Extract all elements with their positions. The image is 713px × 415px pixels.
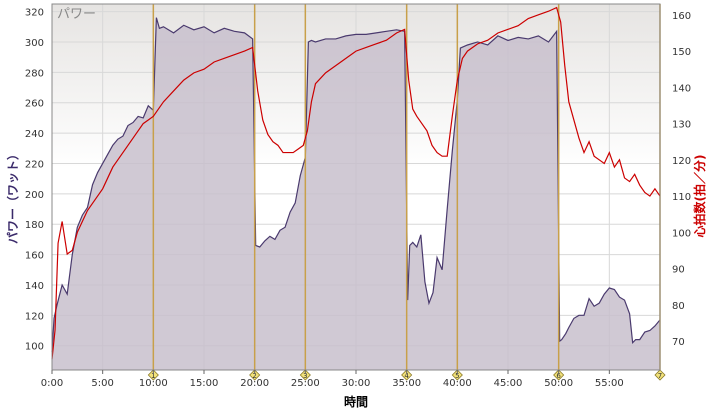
x-tick-label: 50:00 [544, 378, 573, 389]
lap-marker-badge[interactable] [553, 369, 565, 381]
x-tick-label: 5:00 [91, 378, 113, 389]
right-tick-label: 70 [672, 337, 685, 348]
lap-marker-label: 1 [151, 372, 155, 380]
left-tick-label: 180 [25, 220, 44, 231]
left-tick-label: 300 [25, 38, 44, 49]
x-tick-label: 15:00 [190, 378, 219, 389]
left-tick-label: 200 [25, 190, 44, 201]
left-axis-ticks: 100 120 140 160 180 200 220 240 260 280 300 320 [25, 8, 44, 353]
lap-marker-label: 5 [455, 372, 459, 380]
right-tick-label: 160 [672, 11, 691, 22]
heart-rate-series [51, 6, 661, 360]
left-tick-label: 280 [25, 68, 44, 79]
x-tick-label: 35:00 [392, 378, 421, 389]
right-tick-label: 100 [672, 228, 691, 239]
x-axis-ticks: 0:00 5:00 10:00 15:00 20:00 25:00 30:00 35:00 40… [41, 370, 624, 389]
left-tick-label: 320 [25, 8, 44, 19]
power-series [51, 17, 661, 370]
right-tick-label: 140 [672, 83, 691, 94]
heart-rate-line [51, 6, 661, 360]
lap-marker-badge[interactable] [147, 369, 159, 381]
lap-marker-badge[interactable] [299, 369, 311, 381]
power-area [52, 17, 660, 370]
left-axis-title: パワー（ワット） [5, 148, 20, 244]
lap-marker-badge[interactable] [451, 369, 463, 381]
right-tick-label: 90 [672, 265, 685, 276]
right-tick-label: 130 [672, 120, 691, 131]
left-tick-label: 260 [25, 99, 44, 110]
left-tick-label: 160 [25, 251, 44, 262]
left-tick-label: 120 [25, 311, 44, 322]
right-tick-label: 120 [672, 156, 691, 167]
lap-marker-badge[interactable] [249, 369, 261, 381]
lap-marker-label: 3 [303, 372, 307, 380]
right-tick-label: 150 [672, 47, 691, 58]
lap-marker-label: 2 [252, 372, 256, 380]
lap-marker-label: 4 [404, 372, 409, 380]
lap-marker-badge[interactable] [654, 369, 666, 381]
x-tick-label: 20:00 [240, 378, 269, 389]
lap-marker-label: 7 [658, 372, 662, 380]
right-axis-title: 心拍数(拍／分) [692, 155, 707, 238]
right-tick-label: 80 [672, 301, 685, 312]
x-tick-label: 0:00 [41, 378, 63, 389]
lap-marker-badge[interactable] [401, 369, 413, 381]
left-tick-label: 220 [25, 159, 44, 170]
power-line [51, 17, 661, 352]
x-tick-label: 55:00 [595, 378, 624, 389]
x-tick-label: 40:00 [443, 378, 472, 389]
x-axis-title: 時間 [344, 394, 368, 409]
x-tick-label: 25:00 [291, 378, 320, 389]
right-tick-label: 110 [672, 192, 691, 203]
x-tick-label: 10:00 [139, 378, 168, 389]
left-tick-label: 140 [25, 281, 44, 292]
x-tick-label: 45:00 [494, 378, 523, 389]
x-tick-label: 30:00 [342, 378, 371, 389]
left-tick-label: 100 [25, 342, 44, 353]
right-axis-ticks: 70 80 90 100 110 120 130 140 150 160 [672, 11, 691, 348]
lap-marker-label: 6 [556, 372, 561, 380]
left-tick-label: 240 [25, 129, 44, 140]
chart-title: パワー [57, 7, 96, 22]
